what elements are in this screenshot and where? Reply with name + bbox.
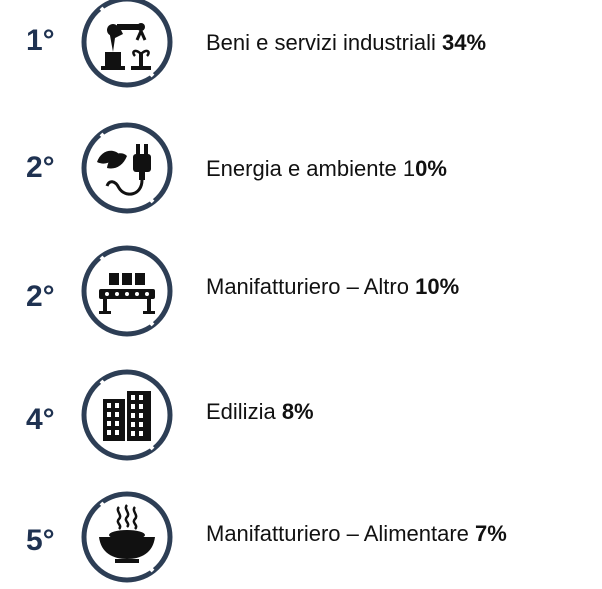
ranking-row: 4° Edilizia 8% <box>0 361 602 461</box>
sector-name: Edilizia <box>206 399 282 424</box>
sector-percentage: 0% <box>415 156 447 181</box>
rank-number: 1° <box>26 24 55 57</box>
rank-number: 5° <box>26 524 55 557</box>
sector-percentage: 7% <box>475 521 507 546</box>
sector-label: Edilizia 8% <box>206 401 314 423</box>
sector-name: Manifatturiero – Altro <box>206 274 416 299</box>
sector-percentage: 10% <box>415 274 460 299</box>
sector-percentage: 34% <box>441 30 487 55</box>
rank-number: 2° <box>26 151 55 184</box>
leaf-plug-icon <box>79 120 175 216</box>
sector-name: Beni e servizi industriali <box>206 30 442 55</box>
sector-name: Energia e ambiente 1 <box>206 156 416 181</box>
sector-label: Manifatturiero – Alimentare 7% <box>206 523 507 545</box>
buildings-icon <box>79 367 175 463</box>
rank-number: 2° <box>26 280 55 313</box>
ranking-row: 1° Beni e servizi industriali 34% <box>0 0 602 100</box>
ranking-row: 2° Manifatturiero – Altro 10% <box>0 239 602 339</box>
rank-number: 4° <box>26 403 55 436</box>
sector-label: Energia e ambiente 10% <box>206 158 447 180</box>
sector-label: Manifatturiero – Altro 10% <box>206 276 459 298</box>
sector-percentage: 8% <box>281 399 314 424</box>
ranking-row: 2° Energia e ambiente 10% <box>0 118 602 218</box>
industrial-robot-icon <box>79 0 175 90</box>
ranking-row: 5° Manifatturiero – Alimentare 7% <box>0 485 602 585</box>
sector-name: Manifatturiero – Alimentare <box>206 521 476 546</box>
steaming-bowl-icon <box>79 489 175 585</box>
conveyor-belt-icon <box>79 243 175 339</box>
sector-label: Beni e servizi industriali 34% <box>206 32 486 54</box>
